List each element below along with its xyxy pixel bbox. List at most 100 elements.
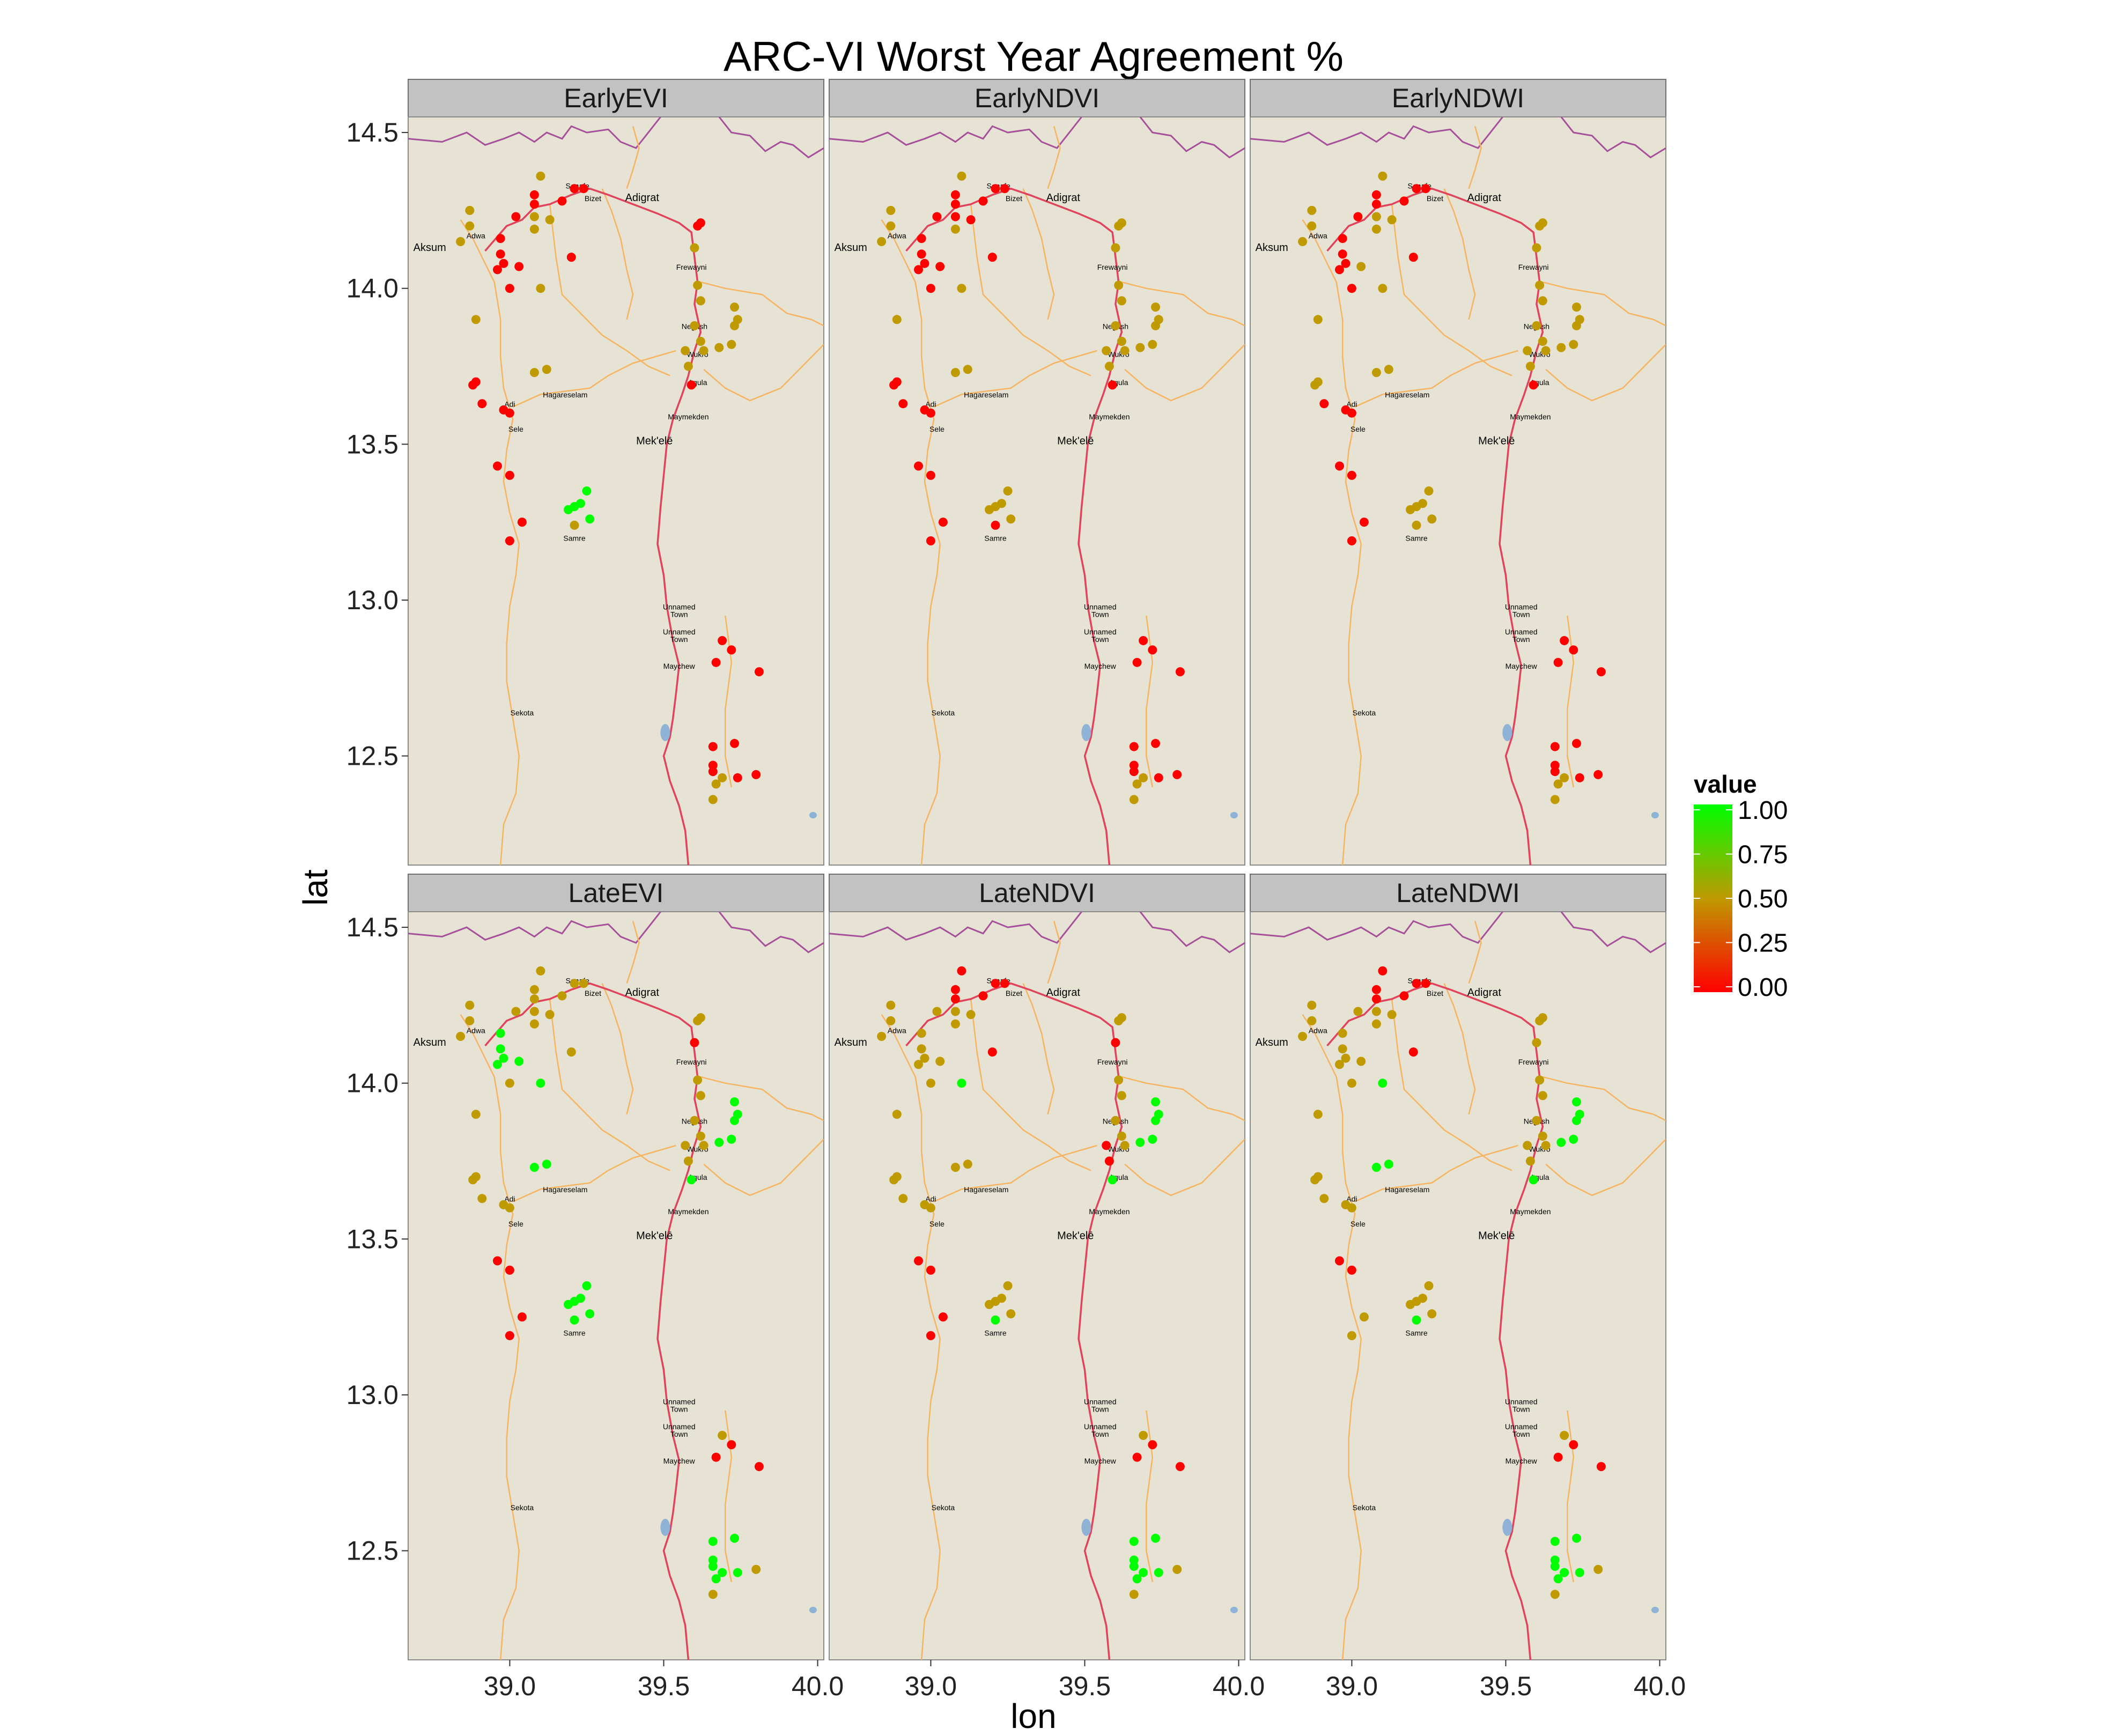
site-point	[1550, 742, 1560, 751]
site-point	[1593, 770, 1603, 779]
town-label: Hagareselam	[964, 1185, 1008, 1194]
site-point	[1172, 770, 1182, 779]
map-line	[703, 344, 824, 402]
site-point	[1538, 337, 1547, 346]
site-point	[1139, 636, 1148, 645]
site-point	[1560, 773, 1569, 782]
site-point	[493, 1060, 502, 1069]
site-point	[465, 221, 475, 231]
town-label: Aksum	[1256, 1037, 1288, 1048]
site-point	[711, 1452, 721, 1462]
site-point	[529, 200, 539, 209]
town-label: Frewayni	[1097, 1058, 1128, 1066]
map-line	[460, 1014, 520, 1660]
town-label: Sele	[1350, 425, 1366, 433]
town-label: Sele	[929, 425, 944, 433]
site-point	[1569, 645, 1578, 655]
map-line	[1124, 1139, 1245, 1196]
site-point	[730, 1097, 739, 1107]
site-point	[496, 249, 505, 259]
map-line	[626, 126, 640, 189]
map-line	[1443, 188, 1476, 320]
town-label: Aksum	[1256, 242, 1288, 254]
site-point	[1399, 991, 1409, 1001]
site-point	[1427, 1309, 1437, 1319]
site-point	[886, 205, 896, 215]
site-point	[1335, 265, 1344, 275]
site-point	[471, 1110, 481, 1119]
legend-label: 0.75	[1738, 841, 1788, 869]
site-point	[529, 1019, 539, 1029]
x-tick-label: 39.5	[1059, 1671, 1111, 1701]
site-point	[1129, 742, 1139, 751]
site-point	[1550, 795, 1560, 804]
site-point	[1427, 514, 1437, 524]
town-label: Maymekden	[1510, 1207, 1551, 1216]
site-point	[1111, 321, 1120, 330]
site-point	[1139, 1568, 1148, 1577]
map-line	[718, 912, 824, 954]
town-label: Maychew	[1506, 1457, 1538, 1465]
town-label: Hagareselam	[964, 390, 1008, 399]
site-point	[917, 234, 926, 243]
lake	[1651, 1607, 1659, 1613]
legend-title: value	[1694, 770, 1757, 798]
x-tick-label: 39.0	[905, 1671, 957, 1701]
site-point	[1135, 343, 1145, 352]
site-point	[1335, 1256, 1344, 1266]
town-label: Adwa	[467, 1026, 485, 1035]
site-point	[570, 1315, 579, 1325]
site-point	[987, 253, 997, 262]
site-point	[1541, 346, 1551, 356]
site-point	[914, 1060, 923, 1069]
map-line	[1022, 188, 1055, 320]
site-point	[1129, 1590, 1139, 1599]
site-point	[1371, 994, 1381, 1004]
site-point	[978, 196, 988, 206]
site-point	[536, 171, 545, 181]
site-point	[529, 212, 539, 221]
map-line	[881, 1014, 941, 1660]
site-point	[1148, 645, 1157, 655]
lake	[660, 1518, 670, 1536]
site-point	[681, 1141, 690, 1150]
town-label: Maymekden	[1510, 412, 1551, 421]
site-point	[1529, 1175, 1538, 1185]
site-point	[1307, 1000, 1317, 1010]
site-point	[1353, 1007, 1363, 1016]
site-point	[950, 200, 960, 209]
site-point	[1347, 284, 1356, 293]
map-line	[1545, 1139, 1666, 1196]
site-point	[1313, 377, 1323, 387]
site-point	[1108, 1175, 1117, 1185]
town-label: Sekota	[511, 1503, 534, 1512]
site-point	[1532, 243, 1541, 253]
town-label: Adi	[504, 1195, 515, 1203]
site-point	[963, 1159, 972, 1169]
town-label: Frewayni	[1097, 263, 1128, 271]
site-point	[514, 1057, 524, 1066]
site-point	[1341, 1200, 1350, 1209]
site-point	[733, 773, 742, 782]
town-label: Adi	[504, 400, 515, 409]
site-point	[1569, 1134, 1578, 1144]
site-point	[1102, 346, 1111, 356]
site-point	[950, 1007, 960, 1016]
site-point	[932, 1007, 942, 1016]
y-tick-label: 13.0	[346, 585, 398, 615]
site-point	[1418, 499, 1427, 508]
site-point	[1575, 773, 1584, 782]
site-point	[1523, 1141, 1532, 1150]
facet-panel-LateNDWI: LateNDWIAksumAdwaSenafeBizetAdigratFrewa…	[1250, 874, 1666, 1660]
site-point	[1596, 1462, 1606, 1472]
site-point	[892, 377, 902, 387]
map-line	[1560, 912, 1666, 954]
map-line	[460, 219, 520, 865]
site-point	[708, 795, 718, 804]
site-point	[517, 518, 527, 527]
site-point	[898, 1194, 908, 1203]
site-point	[1347, 536, 1356, 545]
site-point	[1371, 1163, 1381, 1172]
site-point	[1418, 1294, 1427, 1303]
town-label: Sele	[929, 1220, 944, 1228]
